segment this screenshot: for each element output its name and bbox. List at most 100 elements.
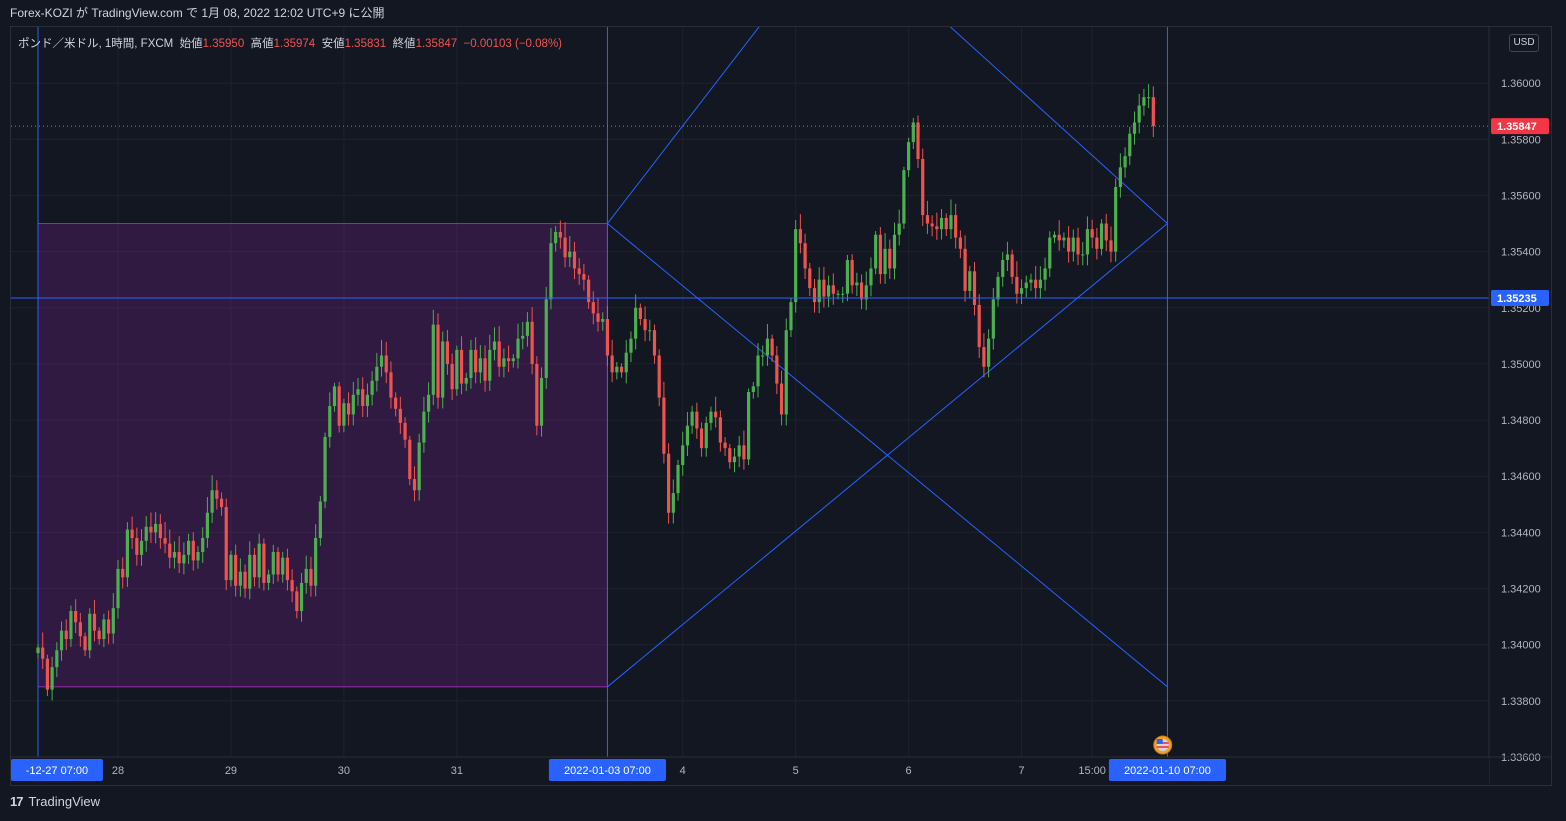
candle-body (770, 338, 774, 356)
candle-body (516, 338, 520, 359)
time-label-highlight-bg (1108, 759, 1226, 781)
candle-body (667, 453, 671, 513)
candle-body (883, 248, 887, 275)
candle-body (243, 571, 247, 589)
legend-open: 1.35950 (202, 38, 245, 50)
candle-body (944, 217, 948, 230)
candle-body (238, 571, 242, 586)
price-tick-label: 1.33600 (1501, 752, 1541, 764)
candle-body (836, 293, 840, 295)
candle-body (1071, 237, 1075, 252)
time-tick-label: 4 (680, 765, 686, 777)
legend-change: −0.00103 (−0.08%) (463, 38, 562, 50)
time-tick-label: 28 (112, 765, 124, 777)
time-axis-bg (11, 757, 1489, 785)
candle-body (1052, 234, 1057, 238)
candle-body (662, 397, 666, 454)
candle-body (365, 394, 370, 407)
chart-pane[interactable]: 1.33600 1.33800 1.34000 1.34200 1.34400 1.346… (10, 0, 1552, 786)
candle-body (996, 276, 1000, 300)
candle-body (897, 223, 901, 235)
candle-body (337, 386, 341, 426)
candle-body (351, 394, 355, 415)
candle-body (474, 349, 478, 373)
time-tick-label: -12-27 07:00 (26, 765, 88, 777)
candle-body (205, 512, 210, 538)
candle-body (1029, 279, 1033, 283)
candle-body (907, 142, 911, 171)
currency-button[interactable]: USD (1509, 34, 1539, 52)
candle-body (949, 215, 953, 230)
candle-body (968, 271, 972, 291)
candlestick-chart[interactable]: 1.33600 1.33800 1.34000 1.34200 1.34400 1.346… (11, 0, 1551, 785)
candle-body (64, 630, 68, 640)
candle-body (408, 439, 412, 480)
candle-body (587, 279, 591, 303)
candle-body (963, 248, 967, 291)
time-label-highlight-bg (11, 759, 103, 781)
candle-body (549, 243, 553, 300)
candle-body (36, 647, 40, 654)
candle-body (450, 363, 454, 390)
candle-body (921, 158, 925, 216)
candle-body (271, 552, 275, 575)
candle-body (629, 338, 633, 353)
candle-body (83, 636, 87, 651)
candle-body (1132, 122, 1137, 134)
candle-body (1104, 223, 1108, 241)
candle-body (356, 389, 360, 395)
candle-body (521, 335, 525, 339)
range-rectangle (37, 223, 608, 688)
candle-body (822, 279, 826, 297)
candle-body (1085, 229, 1090, 255)
candle-body (1038, 279, 1042, 289)
legend-close: 1.35847 (415, 38, 458, 50)
price-axis-bg (1489, 27, 1551, 785)
candle-body (732, 456, 737, 463)
candle-body (422, 411, 426, 443)
candle-body (624, 352, 628, 373)
candle-body (318, 501, 322, 538)
candle-body (384, 355, 388, 373)
candle-body (158, 523, 162, 538)
candle-body (939, 217, 944, 230)
candle-body (163, 538, 167, 544)
candle-body (1048, 237, 1052, 269)
candle-body (389, 372, 393, 398)
candle-body (1076, 237, 1080, 255)
candle-body (704, 422, 708, 449)
candle-body (808, 268, 812, 289)
candle-body (69, 611, 73, 640)
candle-body (361, 389, 365, 407)
candle-body (775, 355, 779, 384)
legend-close-label: 終値 (392, 38, 416, 50)
candle-body (224, 507, 228, 581)
candle-body (45, 658, 50, 690)
candle-body (1010, 254, 1014, 277)
candle-body (568, 251, 572, 258)
candle-body (695, 411, 699, 429)
candle-body (1067, 237, 1071, 252)
candle-body (229, 554, 233, 581)
candle-body (172, 552, 177, 558)
candle-body (149, 526, 153, 533)
candle-body (888, 248, 892, 269)
candle-body (295, 591, 299, 611)
legend-low: 1.35831 (344, 38, 387, 50)
candle-body (841, 293, 845, 295)
candle-body (1114, 187, 1118, 252)
candle-body (210, 490, 214, 513)
candle-body (111, 608, 115, 634)
candle-body (511, 358, 515, 362)
candle-body (342, 403, 346, 426)
time-tick-label: 31 (451, 765, 463, 777)
candle-body (987, 338, 991, 367)
candle-body (652, 330, 657, 356)
candle-body (530, 321, 534, 364)
price-tick-label: 1.35600 (1501, 190, 1541, 202)
candle-body (1147, 97, 1151, 99)
candle-body (78, 622, 82, 637)
candle-body (902, 170, 906, 224)
candle-body (299, 582, 304, 611)
candle-body (634, 307, 638, 339)
